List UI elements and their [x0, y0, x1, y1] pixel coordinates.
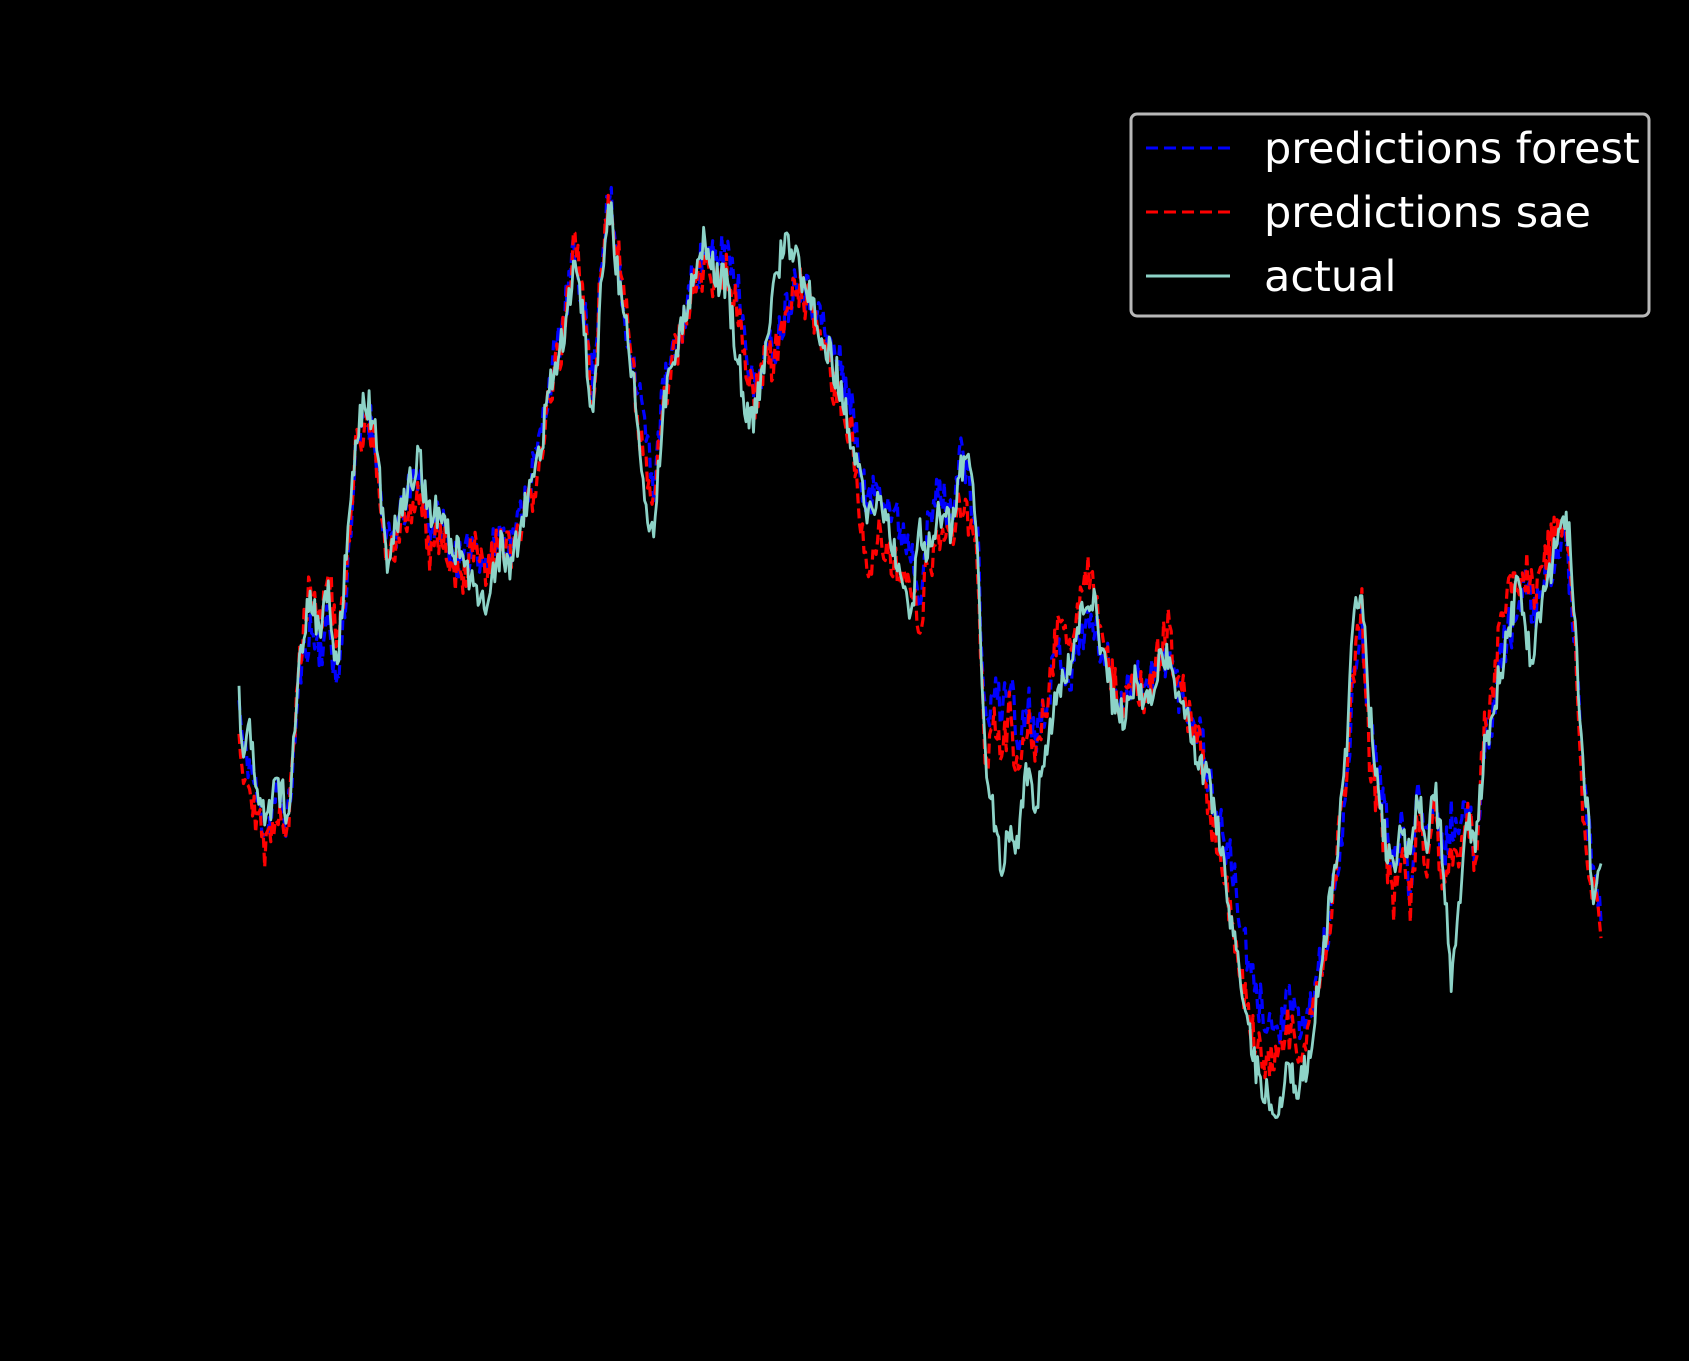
legend-label-predictions-forest: predictions forest [1264, 124, 1640, 174]
legend: predictions forest predictions sae actua… [1129, 112, 1651, 318]
series-layer [237, 185, 1603, 1119]
legend-label-predictions-sae: predictions sae [1264, 188, 1591, 238]
series-line-actual [237, 201, 1603, 1119]
legend-frame [1129, 112, 1651, 318]
legend-label-actual: actual [1264, 252, 1396, 302]
